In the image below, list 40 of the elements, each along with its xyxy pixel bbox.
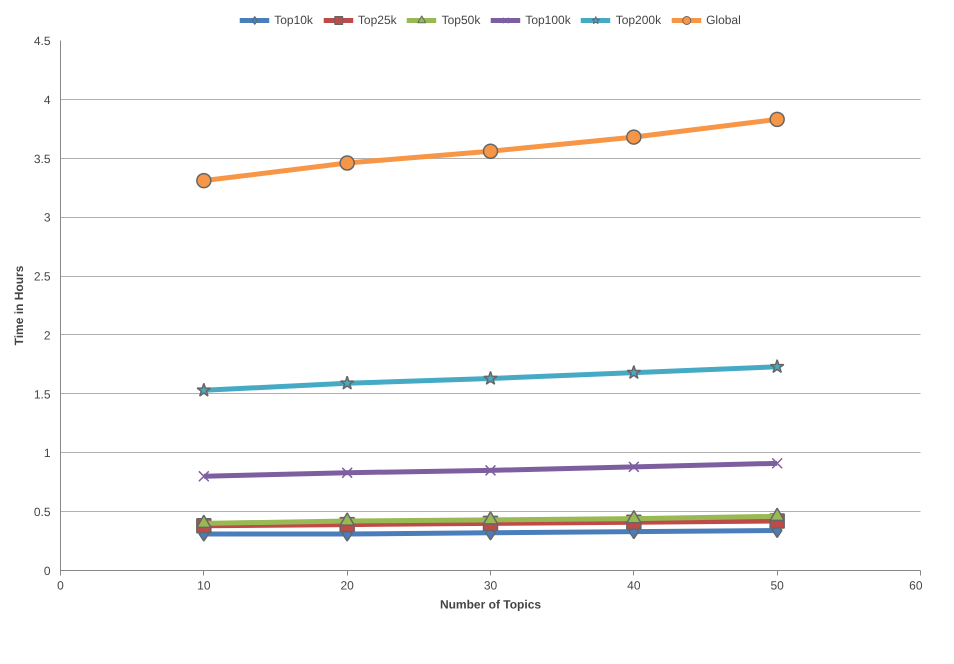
x-tick-label: 20 xyxy=(340,578,354,592)
point xyxy=(198,470,210,482)
point xyxy=(770,358,785,374)
y-tick-label: 4 xyxy=(44,92,51,107)
y-tick-label: 4.5 xyxy=(34,34,51,48)
y-tick-label: 0.5 xyxy=(34,505,51,520)
y-tick-label: 3.5 xyxy=(34,152,51,166)
point xyxy=(626,364,642,380)
x-axis-title: Number of Topics xyxy=(440,598,542,612)
x-tick-label: 40 xyxy=(627,578,641,592)
point xyxy=(341,467,353,478)
y-tick-label: 0 xyxy=(44,564,51,578)
legend-label: Top100k xyxy=(525,13,571,27)
point xyxy=(484,464,496,476)
legend-label: Top25k xyxy=(358,13,397,27)
point xyxy=(769,112,785,128)
point xyxy=(340,375,355,390)
legend-label: Top10k xyxy=(274,13,313,27)
point xyxy=(196,382,212,397)
point xyxy=(626,129,642,145)
point xyxy=(339,155,355,171)
y-tick-label: 2.5 xyxy=(34,270,51,284)
point xyxy=(628,461,640,473)
point xyxy=(482,143,498,159)
x-tick-label: 50 xyxy=(770,578,784,592)
x-tick-label: 30 xyxy=(484,578,498,592)
y-tick-label: 2 xyxy=(44,328,51,342)
x-tick-label: 60 xyxy=(909,578,923,592)
y-tick-label: 3 xyxy=(44,210,51,225)
x-tick-label: 0 xyxy=(57,578,64,592)
legend-label: Top200k xyxy=(616,13,662,27)
point xyxy=(196,172,212,188)
legend-label: Top50k xyxy=(442,13,480,27)
point xyxy=(771,458,783,470)
x-tick-label: 10 xyxy=(197,578,211,592)
legend-label: Global xyxy=(706,13,741,27)
y-tick-label: 1.5 xyxy=(34,387,51,402)
y-axis-title: Time in Hours xyxy=(12,265,26,346)
y-tick-label: 1 xyxy=(44,446,51,460)
point xyxy=(483,370,498,385)
